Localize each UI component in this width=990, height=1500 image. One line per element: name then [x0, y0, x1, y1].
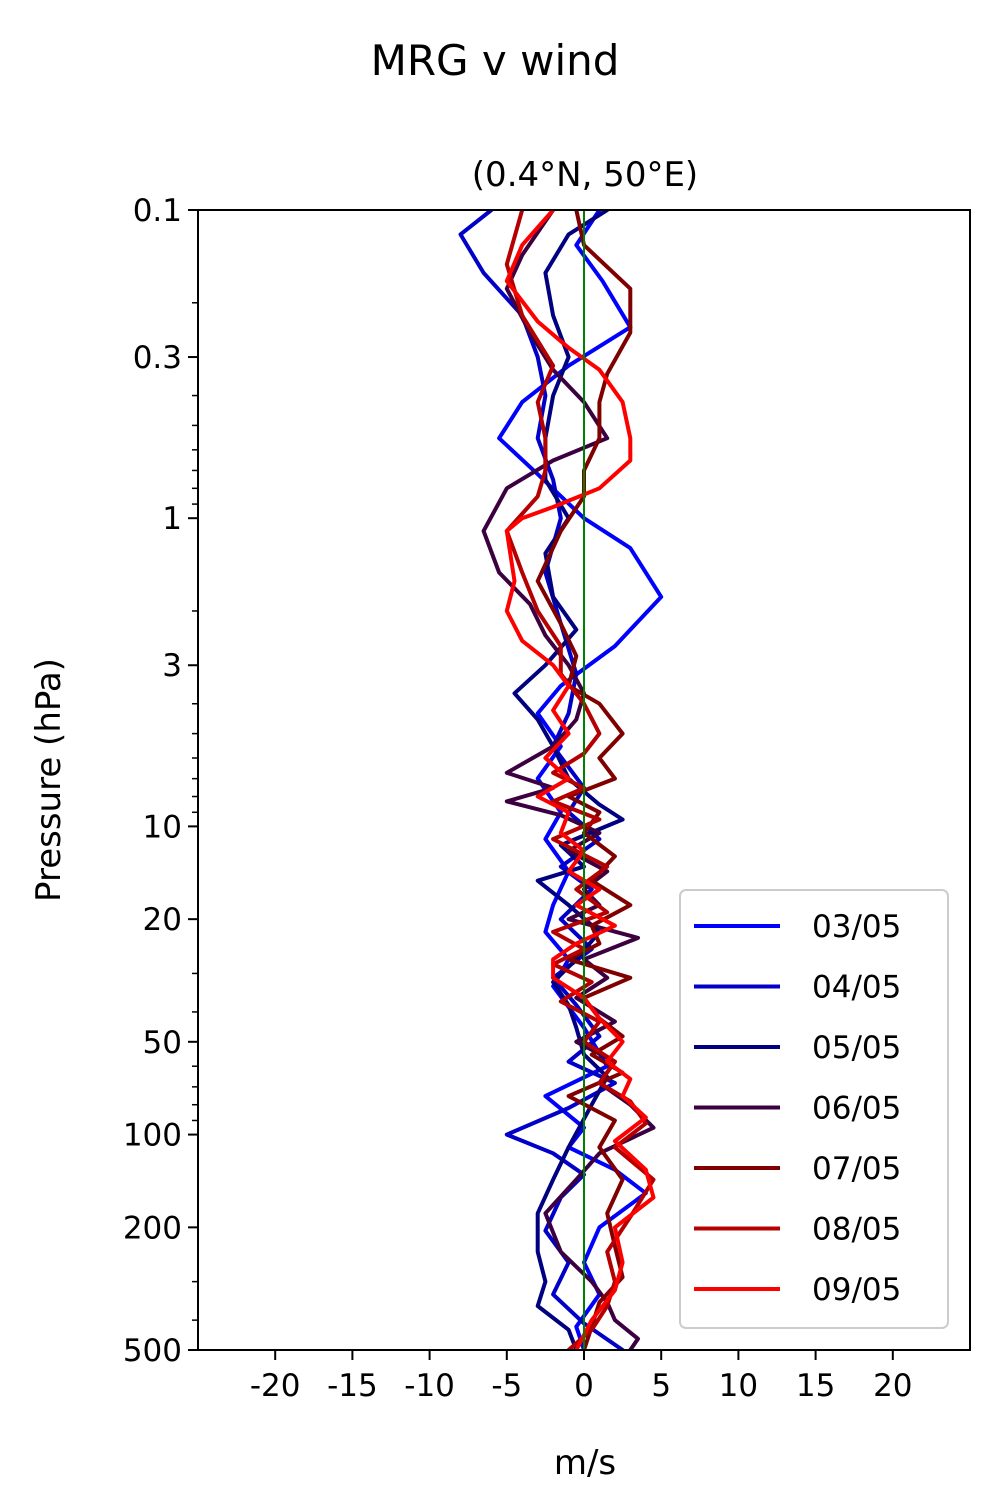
- legend-label: 03/05: [812, 909, 901, 945]
- y-tick-label: 200: [123, 1210, 182, 1246]
- figure-suptitle: MRG v wind: [371, 36, 620, 85]
- series-line-04-05: [458, 210, 625, 1350]
- x-axis-label: m/s: [554, 1443, 616, 1483]
- y-tick-label: 500: [123, 1333, 182, 1369]
- x-tick-label: 10: [719, 1368, 758, 1404]
- y-tick-label: 3: [162, 648, 182, 684]
- series-line-09-05: [504, 210, 656, 1350]
- legend-label: 06/05: [812, 1091, 901, 1127]
- x-tick-label: -10: [404, 1368, 455, 1404]
- x-tick-label: -15: [327, 1368, 378, 1404]
- series-line-06-05: [481, 210, 656, 1350]
- y-tick-label: 10: [143, 809, 182, 845]
- x-tick-label: 20: [873, 1368, 912, 1404]
- legend-label: 04/05: [812, 970, 901, 1006]
- y-tick-label: 1: [162, 501, 182, 537]
- x-tick-label: 0: [574, 1368, 594, 1404]
- legend-label: 07/05: [812, 1151, 901, 1187]
- y-axis-label: Pressure (hPa): [29, 658, 69, 902]
- legend: 03/05 04/05 05/05 06/05 07/05 08/05 09/05: [679, 889, 949, 1329]
- x-tick-label: -5: [491, 1368, 522, 1404]
- series-line-03-05: [497, 210, 664, 1350]
- legend-label: 05/05: [812, 1030, 901, 1066]
- chart-title: (0.4°N, 50°E): [472, 155, 698, 195]
- y-tick-label: 50: [143, 1025, 182, 1061]
- series-group: [458, 210, 664, 1350]
- plot-area: -20 -15 -10 -5 0 5 10 15 20 0.1 0.3 1 3 10 20 50 100 200 5…: [123, 193, 971, 1404]
- y-tick-label: 0.3: [133, 340, 182, 376]
- legend-box: [679, 889, 949, 1329]
- x-tick-label: 5: [651, 1368, 671, 1404]
- x-tick-label: 15: [796, 1368, 835, 1404]
- y-tick-label: 20: [143, 902, 182, 938]
- y-tick-label: 0.1: [133, 193, 182, 229]
- x-tick-label: -20: [250, 1368, 301, 1404]
- legend-label: 09/05: [812, 1272, 901, 1308]
- legend-label: 08/05: [812, 1212, 901, 1248]
- y-tick-label: 100: [123, 1118, 182, 1154]
- series-line-08-05: [504, 210, 656, 1350]
